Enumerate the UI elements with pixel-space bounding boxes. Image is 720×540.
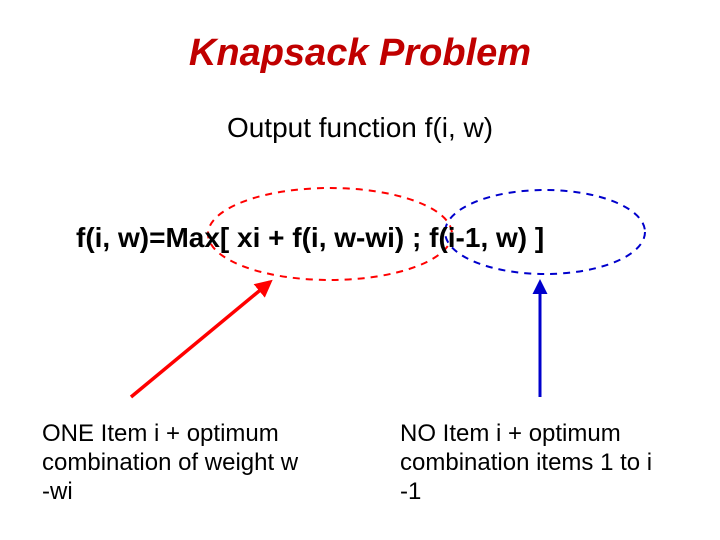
caption-left-line3: -wi (42, 478, 298, 507)
formula-text: f(i, w)=Max[ xi + f(i, w-wi) ; f(i-1, w)… (76, 222, 544, 254)
arrow-red-line (131, 282, 270, 397)
slide-subtitle: Output function f(i, w) (0, 112, 720, 144)
caption-right-line2: combination items 1 to i (400, 449, 652, 478)
caption-left: ONE Item i + optimum combination of weig… (42, 420, 298, 506)
caption-right-line1: NO Item i + optimum (400, 420, 652, 449)
caption-left-line1: ONE Item i + optimum (42, 420, 298, 449)
caption-right: NO Item i + optimum combination items 1 … (400, 420, 652, 506)
caption-right-line3: -1 (400, 478, 652, 507)
caption-left-line2: combination of weight w (42, 449, 298, 478)
slide-title: Knapsack Problem (0, 32, 720, 75)
